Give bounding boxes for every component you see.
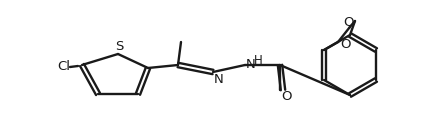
Text: Cl: Cl	[58, 61, 70, 73]
Text: S: S	[115, 41, 123, 53]
Text: N: N	[246, 58, 256, 70]
Text: H: H	[254, 53, 263, 67]
Text: O: O	[340, 38, 350, 50]
Text: O: O	[344, 16, 354, 29]
Text: O: O	[281, 90, 291, 103]
Text: N: N	[214, 73, 224, 86]
